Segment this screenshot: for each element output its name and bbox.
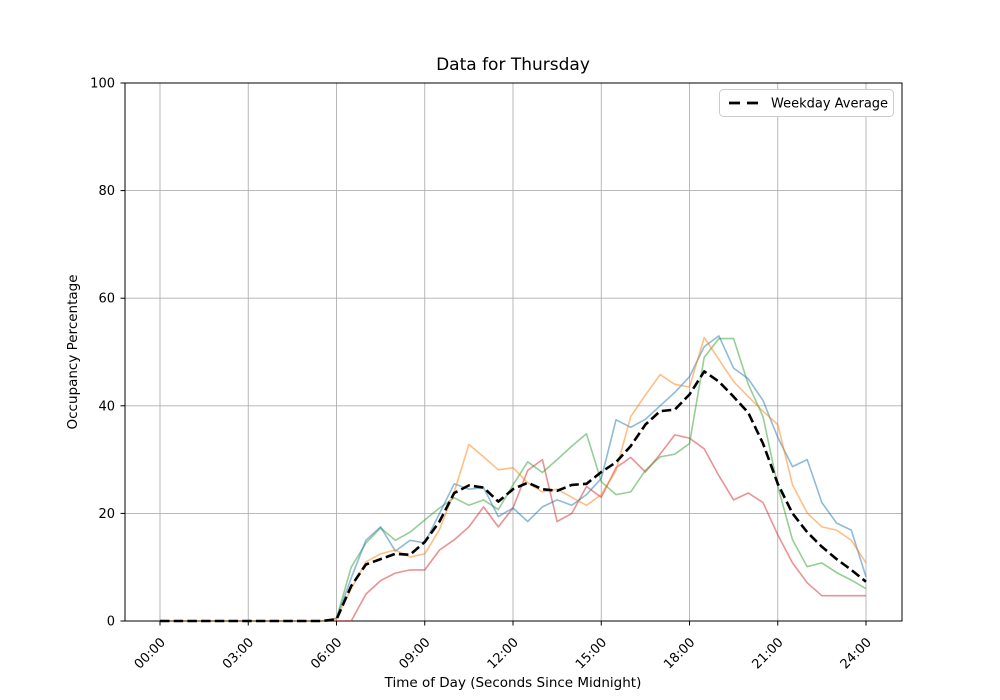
legend: Weekday Average	[719, 89, 894, 117]
plot-area	[125, 83, 902, 621]
x-tick-label: 00:00	[132, 635, 169, 672]
x-tick-label: 06:00	[308, 635, 345, 672]
legend-entry-label: Weekday Average	[771, 97, 888, 112]
y-tick-label: 60	[98, 292, 115, 307]
y-axis-label: Occupancy Percentage	[65, 274, 81, 429]
axis-ticks	[120, 82, 867, 626]
data-series	[160, 335, 867, 623]
x-axis-label: Time of Day (Seconds Since Midnight)	[384, 675, 642, 691]
x-tick-label: 12:00	[485, 635, 522, 672]
y-tick-label: 100	[90, 77, 115, 92]
x-tick-label: 15:00	[573, 635, 610, 672]
x-tick-label: 21:00	[749, 635, 786, 672]
y-tick-label: 40	[98, 399, 115, 414]
y-tick-label: 80	[98, 184, 115, 199]
gridlines	[125, 82, 902, 622]
x-tick-label: 18:00	[661, 635, 698, 672]
x-tick-labels: 00:00 03:00 06:00 09:00 12:00 15:00 18:00 21:00…	[132, 635, 875, 672]
x-tick-label: 24:00	[838, 635, 875, 672]
x-tick-label: 03:00	[220, 635, 257, 672]
y-tick-label: 0	[107, 615, 115, 630]
y-tick-labels: 0 20 40 60 80 100	[90, 77, 115, 630]
y-tick-label: 20	[98, 507, 115, 522]
chart-title: Data for Thursday	[436, 55, 590, 75]
legend-box	[719, 89, 894, 117]
x-tick-label: 09:00	[396, 635, 433, 672]
series-line-weekday-average	[160, 370, 867, 623]
